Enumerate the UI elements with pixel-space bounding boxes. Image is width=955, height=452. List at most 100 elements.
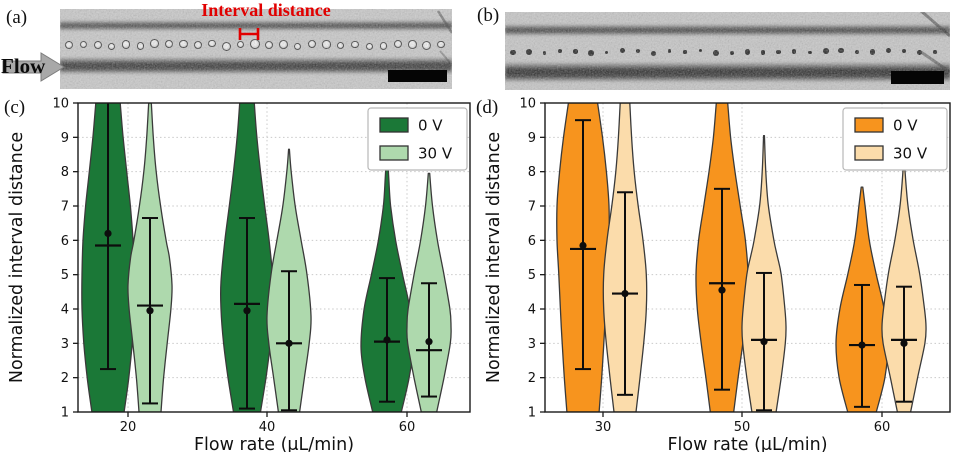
droplet <box>698 49 703 53</box>
x-tick-label: 60 <box>399 420 416 435</box>
stat-marks <box>416 282 442 398</box>
droplet <box>588 50 594 56</box>
stat-marks <box>137 217 163 405</box>
droplet <box>667 49 671 53</box>
x-tick-label: 60 <box>874 420 891 435</box>
mean-dot <box>243 307 251 315</box>
droplet <box>208 40 216 48</box>
droplet <box>792 49 797 54</box>
droplet <box>619 48 625 54</box>
y-tick-label: 8 <box>528 165 536 180</box>
scale-bar <box>891 71 944 84</box>
droplet <box>885 47 891 54</box>
panel-a-label: (a) <box>6 7 28 28</box>
y-tick-label: 10 <box>52 97 69 112</box>
droplet <box>380 42 388 50</box>
y-tick-label: 6 <box>61 234 69 249</box>
legend-label: 0 V <box>418 117 443 135</box>
mean-dot <box>285 339 293 347</box>
droplet <box>265 41 274 50</box>
y-tick-label: 9 <box>528 131 536 146</box>
droplet <box>308 40 317 49</box>
droplet <box>557 48 562 53</box>
y-tick-label: 7 <box>61 200 69 215</box>
droplet <box>108 42 116 50</box>
micrograph-a <box>60 9 452 89</box>
flow-indicator: Flow <box>1 50 67 84</box>
x-tick-label: 30 <box>595 420 612 435</box>
droplet <box>808 50 812 55</box>
y-tick-label: 8 <box>61 165 69 180</box>
scale-bar <box>388 70 447 82</box>
droplet <box>351 40 359 49</box>
droplet <box>150 39 160 49</box>
droplet <box>93 41 102 50</box>
droplet <box>337 42 345 50</box>
y-tick-label: 1 <box>61 406 69 421</box>
panel-b-label: (b) <box>477 5 500 26</box>
y-tick-label: 4 <box>61 303 69 318</box>
droplet <box>79 40 87 48</box>
droplet <box>729 50 734 55</box>
droplet <box>422 40 432 50</box>
droplet <box>294 42 302 51</box>
stat-marks <box>95 103 121 371</box>
panel-c-label: (c) <box>4 97 26 118</box>
mean-dot <box>760 338 768 346</box>
mean-dot <box>900 339 908 347</box>
y-tick-label: 2 <box>61 371 69 386</box>
flow-label: Flow <box>1 54 46 78</box>
droplet <box>713 50 720 57</box>
droplet <box>542 51 546 55</box>
violin-chart-c: 1 2 3 4 5 6 7 8 9 10 20 40 60 Flow rate (μL/min) Norma… <box>7 97 471 452</box>
droplet <box>916 49 923 56</box>
droplet <box>854 49 859 54</box>
y-tick-label: 4 <box>528 303 536 318</box>
mean-dot <box>425 338 433 346</box>
mean-dot <box>146 307 154 315</box>
mean-dot <box>104 229 112 238</box>
stat-marks <box>570 119 596 371</box>
mean-dot <box>579 241 587 250</box>
droplet <box>605 51 609 55</box>
stat-marks <box>612 191 638 396</box>
channel-wall-top <box>505 24 950 36</box>
panel-d-label: (d) <box>476 97 499 118</box>
droplet <box>510 49 516 55</box>
droplet <box>744 48 751 55</box>
stat-marks <box>751 271 777 412</box>
legend-swatch <box>854 145 884 161</box>
droplet <box>776 49 782 55</box>
droplet <box>136 42 145 50</box>
droplet <box>869 49 876 56</box>
y-tick-label: 3 <box>528 337 536 352</box>
droplet <box>525 49 532 55</box>
mean-dot <box>621 289 629 298</box>
legend: 0 V 30 V <box>367 107 468 171</box>
y-tick-label: 5 <box>528 268 536 283</box>
stat-marks <box>891 285 917 403</box>
y-axis-label: Normalized interval distance <box>484 132 504 383</box>
droplet <box>322 40 331 49</box>
stat-marks <box>709 187 735 391</box>
channel-wall-bottom <box>505 62 950 82</box>
y-axis-label: Normalized interval distance <box>7 132 27 383</box>
y-tick-label: 10 <box>519 97 536 112</box>
droplet <box>408 40 417 49</box>
legend-swatch <box>854 117 884 133</box>
axes: 1 2 3 4 5 6 7 8 9 10 30 50 60 Flow rate (μL/min) Norma… <box>484 97 890 452</box>
droplet <box>437 40 445 48</box>
droplet <box>933 50 937 54</box>
y-tick-label: 5 <box>61 268 69 283</box>
micrograph-b <box>505 12 950 90</box>
interval-distance-bracket <box>238 28 260 40</box>
droplet <box>221 41 232 52</box>
stat-marks <box>234 217 260 410</box>
y-tick-label: 3 <box>61 337 69 352</box>
mean-dot <box>858 341 866 349</box>
droplet <box>683 50 687 54</box>
y-tick-label: 1 <box>528 406 536 421</box>
mean-dot <box>383 336 391 344</box>
mean-dot <box>718 286 726 294</box>
